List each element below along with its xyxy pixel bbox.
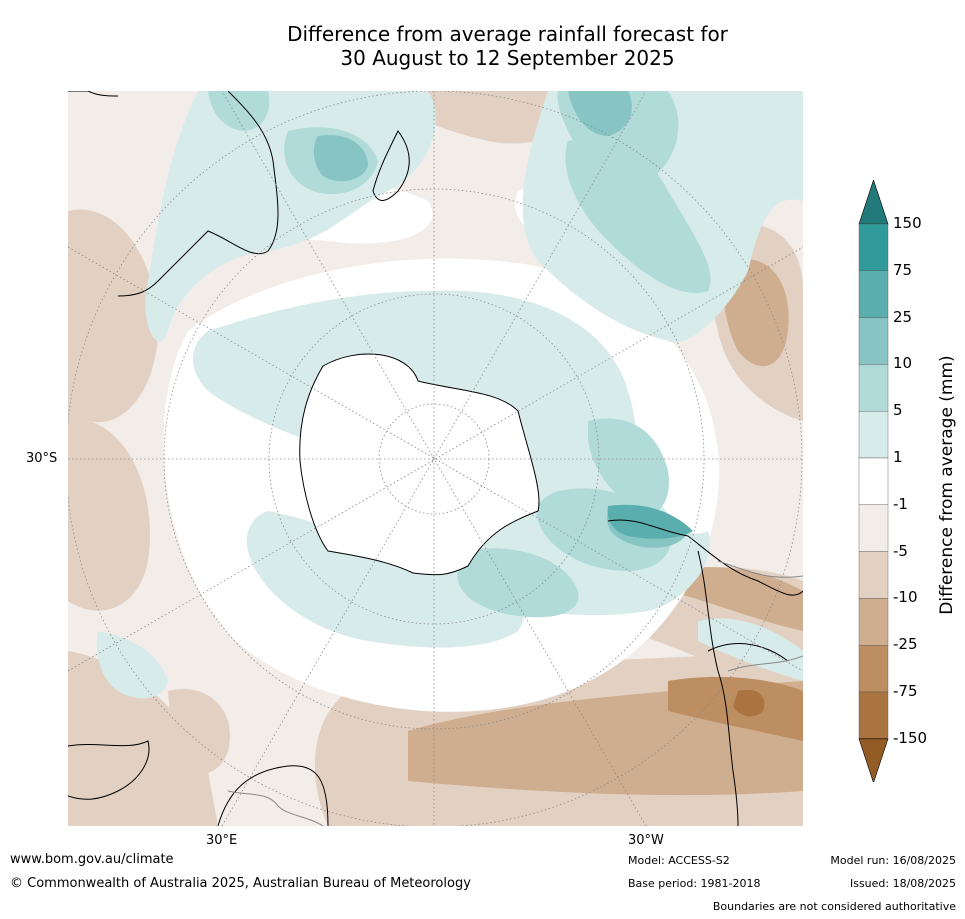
longitude-label-30w: 30°W <box>628 833 664 848</box>
footer-boundaries-note: Boundaries are not considered authoritat… <box>712 900 956 913</box>
colorbar-band <box>858 691 889 739</box>
colorbar-tick-label: 150 <box>893 214 922 232</box>
colorbar-tick-label: -25 <box>893 635 918 654</box>
antarctica-land <box>299 353 540 576</box>
colorbar-band <box>858 410 889 459</box>
colorbar-title: Difference from average (mm) <box>937 355 957 615</box>
country-borders <box>227 560 803 826</box>
colorbar-tick-label: 10 <box>893 354 913 373</box>
colorbar-band <box>858 645 889 693</box>
colorbar-band <box>858 457 889 505</box>
footer-url[interactable]: www.bom.gov.au/climate <box>10 852 174 867</box>
map-title: Difference from average rainfall forecas… <box>0 22 965 70</box>
footer-copyright: © Commonwealth of Australia 2025, Austra… <box>10 876 471 891</box>
colorbar-tick-label: 1 <box>893 448 903 466</box>
latitude-label: 30°S <box>26 451 58 466</box>
colorbar-tick-label: -75 <box>893 682 918 700</box>
colorbar-tick-label: -150 <box>893 728 928 747</box>
title-line-1: Difference from average rainfall forecas… <box>287 22 728 46</box>
colorbar-tick-label: 5 <box>893 401 903 420</box>
colorbar-tick-label: -1 <box>893 494 908 513</box>
colorbar-extend-top <box>858 180 889 225</box>
colorbar-band <box>858 551 889 599</box>
colorbar-band <box>858 504 889 552</box>
rainfall-anomaly-map <box>68 91 803 826</box>
footer-model: Model: ACCESS-S2 <box>628 854 730 867</box>
colorbar-band <box>858 598 889 646</box>
colorbar-band <box>858 317 889 365</box>
footer-model-run: Model run: 16/08/2025 <box>830 854 956 867</box>
coastlines <box>68 91 803 826</box>
colorbar-tick-label: -10 <box>893 588 918 607</box>
colorbar-band <box>858 270 889 318</box>
footer-issued: Issued: 18/08/2025 <box>849 877 956 890</box>
title-line-2: 30 August to 12 September 2025 <box>340 46 675 70</box>
colorbar-extend-bottom <box>858 738 889 782</box>
graticule <box>68 91 803 826</box>
footer-base-period: Base period: 1981-2018 <box>628 877 761 890</box>
colorbar-band <box>858 364 889 412</box>
colorbar <box>858 180 889 782</box>
colorbar-band <box>858 223 889 271</box>
colorbar-tick-label: 25 <box>893 307 913 326</box>
colorbar-tick-label: -5 <box>893 541 908 560</box>
colorbar-tick-label: 75 <box>893 260 913 279</box>
longitude-label-30e: 30°E <box>206 833 238 848</box>
colorbar-bands <box>858 180 889 782</box>
